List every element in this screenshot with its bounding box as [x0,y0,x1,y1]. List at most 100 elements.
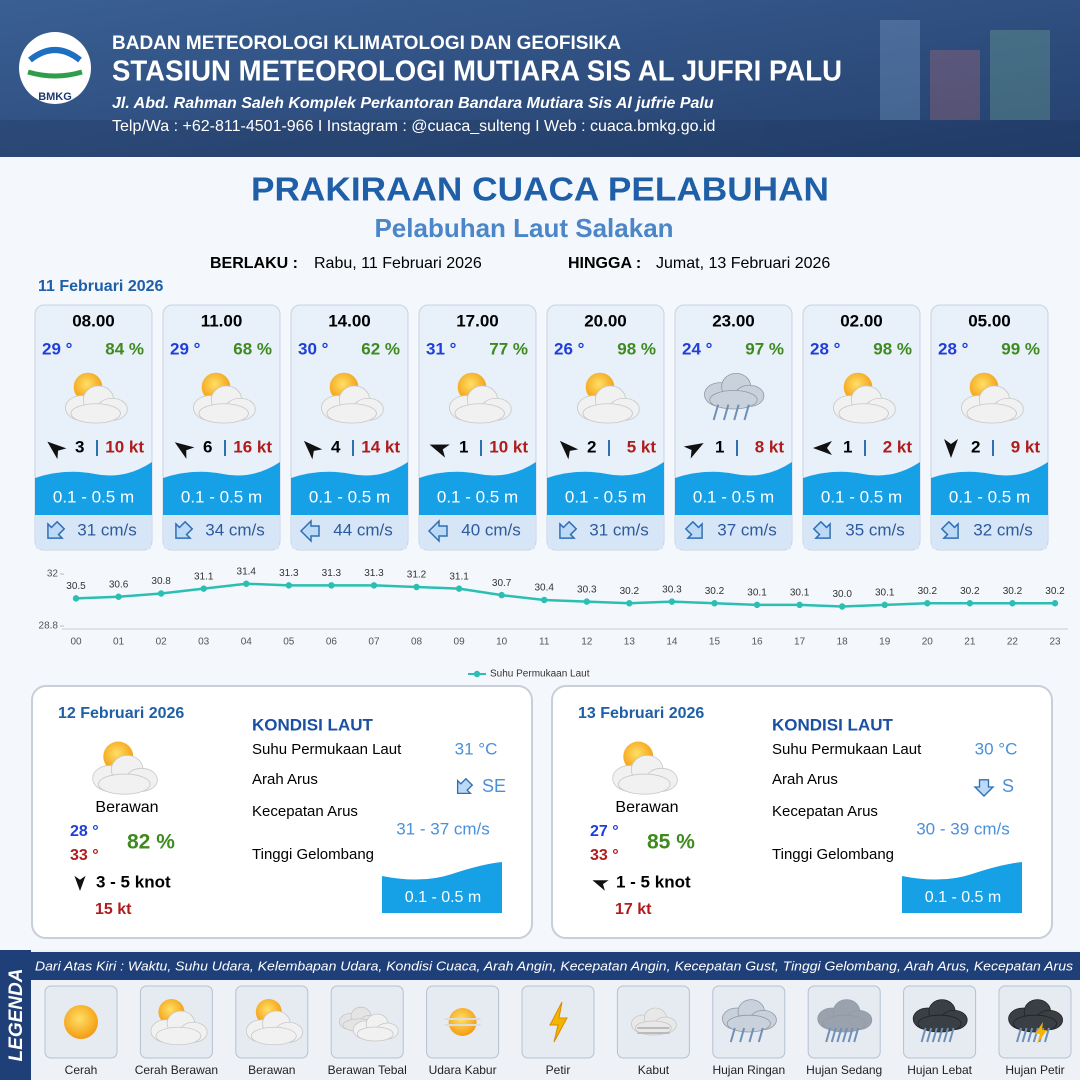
from-label: BERLAKU : [210,255,298,272]
sea-heading: KONDISI LAUT [252,715,374,734]
rain-drop [712,404,720,421]
wave-height: 0.1 - 0.5 m [949,487,1030,506]
rain-drop [948,1027,955,1043]
header-bg [0,0,1080,157]
wave-shape [382,862,502,913]
sst-value-label: 31.1 [194,571,214,582]
cloud-part [198,403,249,424]
weather-icon [721,999,777,1043]
weather-icon [549,1001,568,1043]
wind-speed: 1 [843,437,852,456]
sst-value-label: 30.0 [832,589,852,600]
x-tick-label: 10 [496,637,508,648]
rain-drop [836,1027,843,1043]
air-temp: 24 ° [682,339,713,358]
current-arrow [684,520,703,539]
humidity: 68 % [233,339,272,358]
rain-drop [1044,1027,1050,1043]
title: PRAKIRAAN CUACA PELABUHAN [251,171,829,208]
wind-speed: 3 [75,437,84,456]
weather-icon [449,372,512,424]
cloud-part [250,1026,297,1046]
sst-value-label: 30.1 [875,588,895,599]
rain-drop [729,1027,736,1043]
wind-arrow [944,439,958,458]
x-tick-label: 02 [156,637,168,648]
air-temp: 28 ° [810,339,841,358]
day-panel [551,685,1053,939]
current-speed: 32 cm/s [973,520,1033,539]
sst-point [157,590,165,597]
time: 14.00 [328,311,371,330]
gust: 14 kt [361,437,400,456]
wind-arrow [592,880,609,891]
sst-point [711,600,718,607]
weather-icon [193,372,256,424]
weather-icon [817,999,873,1043]
org-name: BADAN METEOROLOGI KLIMATOLOGI DAN GEOFIS… [112,33,621,54]
air-temp: 30 ° [298,339,329,358]
time: 02.00 [840,311,883,330]
x-tick-label: 23 [1049,637,1061,648]
sst-point [200,585,207,592]
cloud-part [709,390,758,410]
weather-icon [577,372,640,424]
x-tick-label: 07 [368,637,380,648]
wind-arrow [813,441,832,455]
humidity: 77 % [489,339,528,358]
current-speed: 35 cm/s [845,520,905,539]
sst-value-label: 30.1 [747,588,767,599]
legend-item: Hujan Sedang [806,1063,882,1077]
sst-point [753,601,761,609]
current-dir: SE [482,776,506,796]
x-tick-label: 06 [326,637,338,648]
sst-point [583,598,590,605]
current-arrow [940,520,959,539]
sst-value-label: 31.2 [407,570,427,581]
wave-height: 0.1 - 0.5 m [693,487,774,506]
sst-value-label: 30.2 [620,586,640,597]
sst-value-label: 30.2 [960,586,980,597]
y-tick-label: 32 [47,569,59,580]
rain-drop [847,1027,854,1043]
legend-title: LEGENDA [6,969,27,1062]
day-date: 12 Februari 2026 [58,705,184,722]
sst-value-label: 30.5 [66,581,86,592]
current-arrow [47,520,66,539]
dir-label: Arah Arus [252,771,318,788]
wave-height: 0.1 - 0.5 m [437,487,518,506]
sun [64,1005,98,1039]
rain-drop [1021,1027,1028,1043]
current-speed: 34 cm/s [205,520,265,539]
sst-value-label: 31.3 [364,568,384,579]
dir-label: Arah Arus [772,771,838,788]
legend-item: Hujan Lebat [907,1063,972,1077]
weather-icon [92,741,158,795]
current-speed: 40 cm/s [461,520,521,539]
cloud-part [618,773,671,795]
air-temp: 29 ° [42,339,73,358]
wind: 3 - 5 knot [96,872,171,891]
legend-description: Dari Atas Kiri : Waktu, Suhu Udara, Kele… [35,958,1074,973]
sst-value-label: 30.4 [534,583,554,594]
rain-drop [842,1027,848,1043]
cloud-part [356,1026,394,1042]
bolt [549,1001,568,1043]
sst-value-label: 30.3 [577,584,597,595]
humidity: 84 % [105,339,144,358]
cloud-part [98,773,151,795]
header-decor [0,20,1080,157]
sst-line [75,582,1055,608]
sst-point [328,582,335,589]
legend-item: Udara Kabur [429,1063,497,1077]
weather-icon [704,372,765,421]
speed-label: Kecepatan Arus [252,803,358,820]
sst-point [72,595,80,602]
sst-point [413,583,420,591]
air-temp: 26 ° [554,339,585,358]
sst-point [1051,600,1059,607]
weather-icon [444,1008,481,1036]
gust: 16 kt [233,437,272,456]
condition: Berawan [615,799,678,816]
humidity: 97 % [745,339,784,358]
